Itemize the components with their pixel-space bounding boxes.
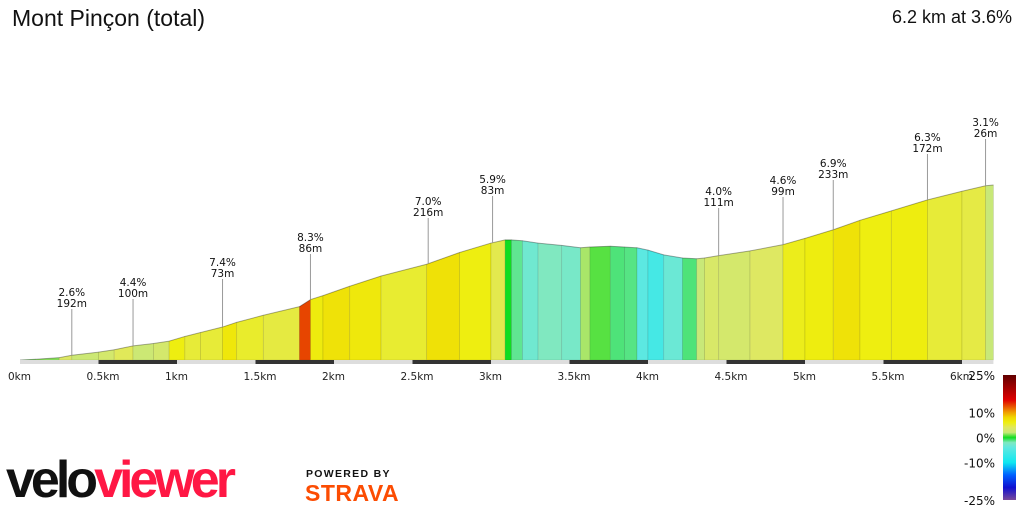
distance-axis-stripe <box>883 360 962 364</box>
gradient-segment <box>589 245 611 361</box>
logo-viewer: viewer <box>94 451 236 509</box>
gradient-segment <box>184 332 201 361</box>
annotation-length: 99m <box>771 186 795 198</box>
gradient-segment <box>663 254 683 361</box>
veloviewer-logo: veloviewer <box>6 451 236 509</box>
annotation-length: 26m <box>974 128 998 140</box>
gradient-segment <box>647 249 665 361</box>
annotation-grade: 6.3% <box>914 132 941 144</box>
annotation-grade: 7.0% <box>415 196 442 208</box>
legend-label: 25% <box>968 369 995 383</box>
gradient-segment <box>459 242 492 361</box>
gradient-segment <box>522 240 539 361</box>
legend-label: -25% <box>964 494 995 508</box>
x-tick-label: 0km <box>8 371 31 383</box>
gradient-segment <box>490 239 506 361</box>
gradient-segment <box>504 239 512 361</box>
x-tick-label: 5km <box>793 371 816 383</box>
legend-label: -10% <box>964 457 995 471</box>
annotation-grade: 4.4% <box>120 277 147 289</box>
gradient-segment <box>961 185 986 361</box>
distance-axis-bar <box>20 360 994 364</box>
distance-axis-stripe <box>726 360 805 364</box>
distance-axis-stripe <box>412 360 491 364</box>
gradient-segment <box>380 263 428 361</box>
annotation-length: 83m <box>481 185 505 197</box>
powered-by-label: POWERED BY <box>306 468 391 480</box>
annotation-grade: 3.1% <box>972 117 999 129</box>
gradient-segment <box>561 244 581 361</box>
profile-outline <box>19 184 994 361</box>
gradient-segment <box>153 340 170 361</box>
x-tick-label: 4km <box>636 371 659 383</box>
gradient-segment <box>624 246 638 361</box>
gradient-segment <box>782 237 806 361</box>
gradient-segment <box>804 229 834 361</box>
annotation-length: 73m <box>211 268 235 280</box>
annotation-length: 111m <box>704 197 734 209</box>
gradient-segment <box>890 199 928 361</box>
gradient-segment <box>580 246 591 361</box>
gradient-segment <box>310 295 324 361</box>
gradient-segment <box>682 257 698 361</box>
annotation-length: 216m <box>413 207 443 219</box>
gradient-segment <box>426 251 461 361</box>
distance-axis-stripe <box>255 360 334 364</box>
x-tick-label: 1.5km <box>244 371 277 383</box>
gradient-segment <box>985 184 994 361</box>
gradient-segment <box>927 190 963 361</box>
gradient-segment <box>349 275 382 361</box>
gradient-segment <box>537 242 563 361</box>
gradient-segment <box>704 255 720 361</box>
gradient-segment <box>696 257 705 361</box>
legend-label: 10% <box>968 407 995 421</box>
x-tick-label: 5.5km <box>872 371 905 383</box>
x-tick-label: 3km <box>479 371 502 383</box>
gradient-segment <box>609 245 625 361</box>
x-tick-label: 6km <box>950 371 973 383</box>
annotation-grade: 4.0% <box>705 186 732 198</box>
strava-logo: STRAVA <box>305 480 400 506</box>
gradient-segment <box>749 244 784 361</box>
annotation-grade: 2.6% <box>58 287 85 299</box>
gradient-segment <box>222 321 238 361</box>
distance-axis-stripe <box>98 360 177 364</box>
x-tick-label: 2.5km <box>401 371 434 383</box>
x-tick-label: 3.5km <box>558 371 591 383</box>
gradient-segment <box>262 306 300 361</box>
gradient-segment <box>859 210 892 361</box>
legend-label: 0% <box>976 432 995 446</box>
gradient-color-scale <box>1003 375 1016 500</box>
annotation-grade: 4.6% <box>770 175 797 187</box>
distance-axis-stripe <box>569 360 648 364</box>
annotation-grade: 5.9% <box>479 174 506 186</box>
x-tick-label: 0.5km <box>87 371 120 383</box>
annotation-grade: 8.3% <box>297 232 324 244</box>
gradient-segment <box>236 314 264 361</box>
annotation-length: 172m <box>912 143 942 155</box>
x-tick-label: 4.5km <box>715 371 748 383</box>
gradient-segment <box>299 298 311 361</box>
gradient-segment <box>832 219 861 361</box>
gradient-segment <box>636 247 649 361</box>
gradient-segment <box>718 250 751 361</box>
page-title: Mont Pinçon (total) <box>12 5 206 31</box>
gradient-segment <box>511 239 523 361</box>
annotation-grade: 7.4% <box>209 257 236 269</box>
x-tick-label: 1km <box>165 371 188 383</box>
annotation-length: 233m <box>818 169 848 181</box>
annotation-grade: 6.9% <box>820 158 847 170</box>
climb-summary: 6.2 km at 3.6% <box>891 7 1012 27</box>
annotation-length: 86m <box>299 243 323 255</box>
x-tick-label: 2km <box>322 371 345 383</box>
gradient-segment <box>322 285 351 361</box>
logo-velo: velo <box>6 451 98 509</box>
annotation-length: 100m <box>118 288 148 300</box>
annotation-length: 192m <box>57 298 87 310</box>
